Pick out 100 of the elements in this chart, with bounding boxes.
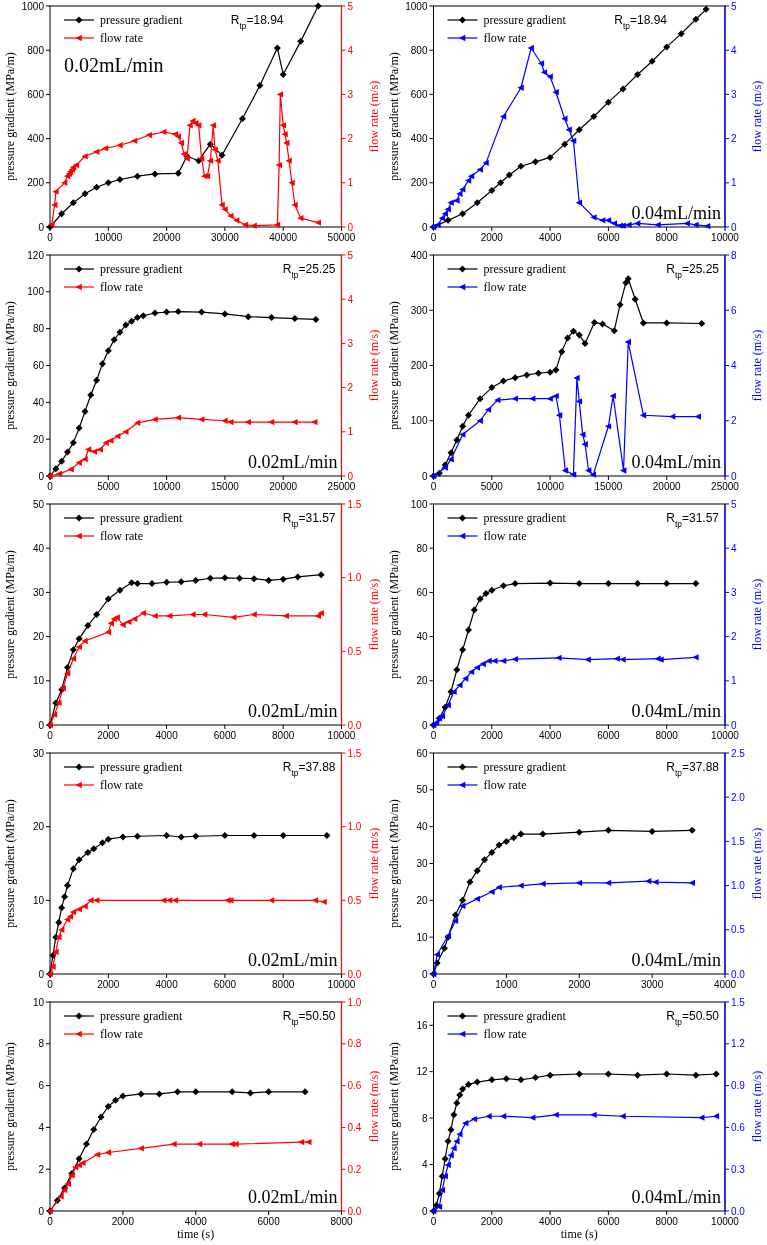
- y-tick-label: 0: [38, 968, 45, 980]
- x-tick-label: 10000: [711, 730, 740, 741]
- legend-label: flow rate: [100, 280, 143, 294]
- y2-tick-label: 1.5: [731, 996, 746, 1008]
- x-tick-label: 0: [47, 730, 54, 741]
- y-axis-title: pressure gradient (MPa/m): [386, 550, 401, 679]
- y-tick-label: 80: [416, 542, 428, 554]
- annotation: R$_{tp}$=31.57: [666, 511, 720, 529]
- annotation: 0.04mL/min: [631, 452, 721, 472]
- y-tick-label: 60: [32, 360, 45, 371]
- annotation: 0.02mL/min: [248, 701, 338, 721]
- x-tick-label: 4000: [538, 730, 562, 741]
- annotation: 0.04mL/min: [631, 203, 721, 223]
- x-tick-label: 0: [430, 481, 437, 492]
- y2-tick-label: 5: [347, 0, 354, 12]
- x-tick-label: 8000: [272, 730, 295, 741]
- y-tick-label: 2: [38, 1163, 45, 1175]
- y-axis-title: pressure gradient (MPa/m): [3, 799, 17, 928]
- x-tick-label: 0: [430, 232, 437, 243]
- x-tick-label: 6000: [597, 1216, 620, 1227]
- annotation: R$_{tp}$=37.88: [666, 760, 720, 778]
- x-tick-label: 10000: [327, 979, 356, 990]
- y-axis-title: pressure gradient (MPa/m): [386, 301, 401, 430]
- y-tick-label: 100: [410, 415, 428, 427]
- y-axis-title: pressure gradient (MPa/m): [3, 550, 17, 679]
- y-tick-label: 0: [421, 719, 428, 731]
- y-tick-label: 80: [32, 323, 45, 335]
- y-tick-label: 600: [410, 88, 428, 100]
- y-tick-label: 8: [421, 1112, 428, 1124]
- x-tick-label: 25000: [711, 481, 740, 492]
- y-tick-label: 0: [38, 1205, 45, 1217]
- x-tick-label: 4000: [155, 730, 179, 741]
- x-tick-label: 0: [430, 979, 437, 990]
- annotation: 0.04mL/min: [631, 701, 721, 721]
- y-tick-label: 4: [421, 1159, 428, 1171]
- legend-label: pressure gradient: [100, 13, 183, 27]
- annotation: 0.02mL/min: [64, 54, 164, 76]
- legend-label: flow rate: [483, 1027, 527, 1041]
- y2-tick-label: 4: [731, 44, 737, 56]
- y-tick-label: 200: [410, 177, 428, 189]
- y-axis-title: pressure gradient (MPa/m): [3, 52, 17, 181]
- y2-tick-label: 2: [731, 631, 737, 643]
- x-tick-label: 15000: [210, 481, 240, 492]
- x-tick-label: 50000: [327, 232, 356, 243]
- y-tick-label: 10: [416, 931, 428, 943]
- legend-label: pressure gradient: [483, 760, 567, 774]
- y2-tick-label: 1.2: [731, 1038, 746, 1050]
- x-tick-label: 4000: [538, 232, 562, 243]
- y-tick-label: 800: [410, 44, 428, 56]
- y-tick-label: 10: [32, 894, 45, 906]
- y2-tick-label: 1.5: [347, 498, 362, 510]
- y-tick-label: 20: [32, 821, 45, 833]
- y2-tick-label: 0.0: [347, 968, 362, 980]
- x-tick-label: 2000: [97, 730, 120, 741]
- y-tick-label: 100: [27, 286, 45, 298]
- legend-label: flow rate: [483, 529, 527, 543]
- y-tick-label: 40: [32, 542, 45, 554]
- legend-label: flow rate: [100, 529, 143, 543]
- y-tick-label: 200: [27, 177, 45, 189]
- y-tick-label: 20: [416, 894, 428, 906]
- y2-tick-label: 1: [731, 177, 737, 189]
- y2-axis-title: flow rate (m/s): [366, 1070, 381, 1143]
- legend-label: pressure gradient: [100, 511, 183, 525]
- y-axis-title: pressure gradient (MPa/m): [386, 799, 401, 928]
- y-tick-label: 20: [32, 631, 45, 643]
- x-tick-label: 2000: [97, 979, 120, 990]
- legend-label: pressure gradient: [100, 262, 183, 276]
- x-tick-label: 4000: [155, 979, 179, 990]
- y2-tick-label: 0.5: [347, 894, 362, 906]
- legend-label: flow rate: [100, 778, 143, 792]
- y-axis-title: pressure gradient (MPa/m): [3, 301, 17, 430]
- y-tick-label: 800: [27, 44, 45, 56]
- x-tick-label: 2000: [480, 1216, 504, 1227]
- y2-tick-label: 0.4: [347, 1121, 362, 1133]
- x-tick-label: 6000: [213, 979, 237, 990]
- y2-axis-title: flow rate (m/s): [750, 578, 764, 651]
- x-tick-label: 5000: [480, 481, 504, 492]
- annotation: 0.02mL/min: [248, 452, 338, 472]
- y2-tick-label: 1: [347, 426, 354, 438]
- x-tick-label: 25000: [327, 481, 356, 492]
- annotation: R$_{tp}$=18.94: [614, 13, 668, 31]
- y2-tick-label: 0.0: [347, 1205, 362, 1217]
- y2-tick-label: 1.5: [731, 835, 746, 847]
- y2-tick-label: 6: [731, 304, 737, 316]
- y2-tick-label: 2.5: [731, 747, 746, 759]
- y2-tick-label: 4: [731, 360, 737, 371]
- y2-tick-label: 0: [347, 470, 354, 482]
- legend-label: flow rate: [100, 31, 143, 45]
- x-tick-label: 4000: [538, 1216, 562, 1227]
- y-tick-label: 200: [410, 360, 428, 371]
- x-tick-label: 10000: [94, 232, 123, 243]
- y2-axis-title: flow rate (m/s): [366, 329, 381, 402]
- y2-tick-label: 1.0: [347, 996, 362, 1008]
- y2-tick-label: 3: [347, 337, 354, 349]
- x-tick-label: 3000: [641, 979, 664, 990]
- y2-tick-label: 5: [731, 0, 737, 12]
- y2-tick-label: 1.0: [347, 572, 362, 584]
- x-tick-label: 4000: [184, 1216, 208, 1227]
- y2-tick-label: 2: [731, 415, 737, 427]
- y2-tick-label: 1.0: [731, 880, 746, 892]
